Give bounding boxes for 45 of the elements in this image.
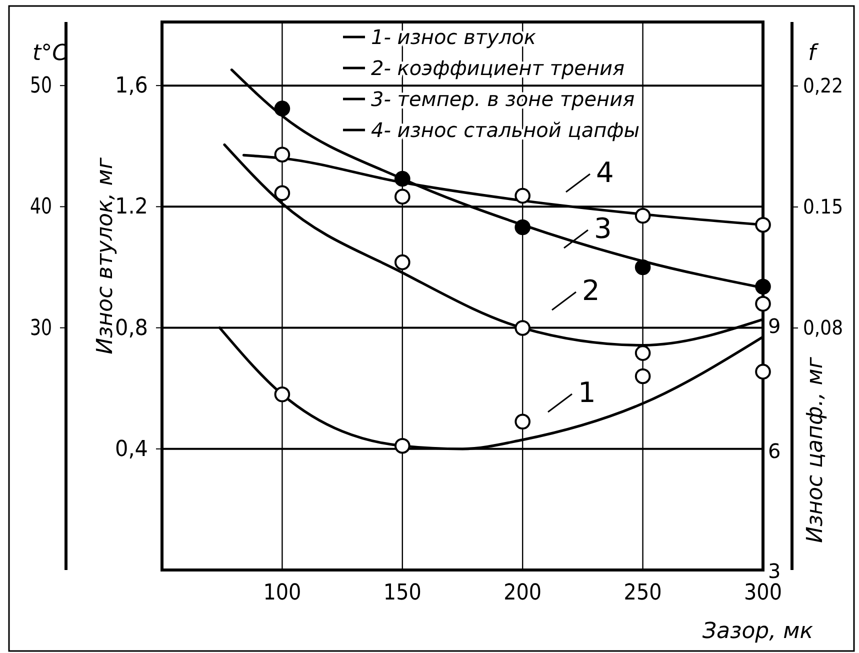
point — [394, 188, 410, 205]
x-tick-label: 100 — [263, 580, 306, 606]
y2-axis-title: f — [808, 41, 820, 66]
y-tick-label: 1,6 — [115, 74, 150, 99]
point — [634, 259, 651, 276]
annotation: 2 — [582, 274, 600, 307]
point — [755, 278, 771, 295]
annotation: 3 — [594, 212, 612, 245]
point — [394, 438, 410, 454]
annotation: 1 — [578, 376, 596, 409]
point — [514, 414, 531, 430]
y2-tick-label: 0,08 — [803, 315, 848, 340]
point — [634, 208, 651, 224]
point — [634, 368, 651, 384]
y2-tick-label: 0,22 — [803, 73, 848, 98]
point — [755, 296, 771, 312]
point — [634, 345, 651, 361]
y-tick-label: 0,8 — [115, 316, 150, 341]
point — [394, 254, 410, 270]
y2-tick-label: 0.15 — [803, 194, 848, 218]
y-tick-label: 0,4 — [115, 436, 150, 462]
x-tick-label: 250 — [624, 580, 666, 606]
text: Износ цапф., мг — [803, 356, 828, 543]
point — [755, 216, 771, 233]
point — [274, 146, 290, 163]
point — [514, 188, 531, 204]
annotation: 4 — [596, 156, 614, 189]
y3-tick-label: 30 — [30, 316, 58, 341]
point — [274, 386, 290, 402]
x-axis-title: Зазор, мк — [702, 619, 814, 644]
text: 6 — [768, 439, 781, 463]
x-tick-label: 300 — [744, 580, 786, 606]
text: 3 — [768, 559, 781, 583]
y3-tick-label: 40 — [30, 194, 58, 220]
point — [274, 100, 290, 116]
y-tick-label: 1.2 — [115, 194, 150, 220]
point — [514, 320, 531, 336]
point — [514, 219, 531, 236]
y3-tick-label: 50 — [30, 74, 58, 99]
point — [755, 364, 771, 380]
x-tick-label: 150 — [383, 580, 426, 606]
text: 9 — [768, 314, 781, 338]
point — [394, 170, 410, 187]
point — [274, 185, 290, 202]
x-tick-label: 200 — [504, 580, 546, 606]
